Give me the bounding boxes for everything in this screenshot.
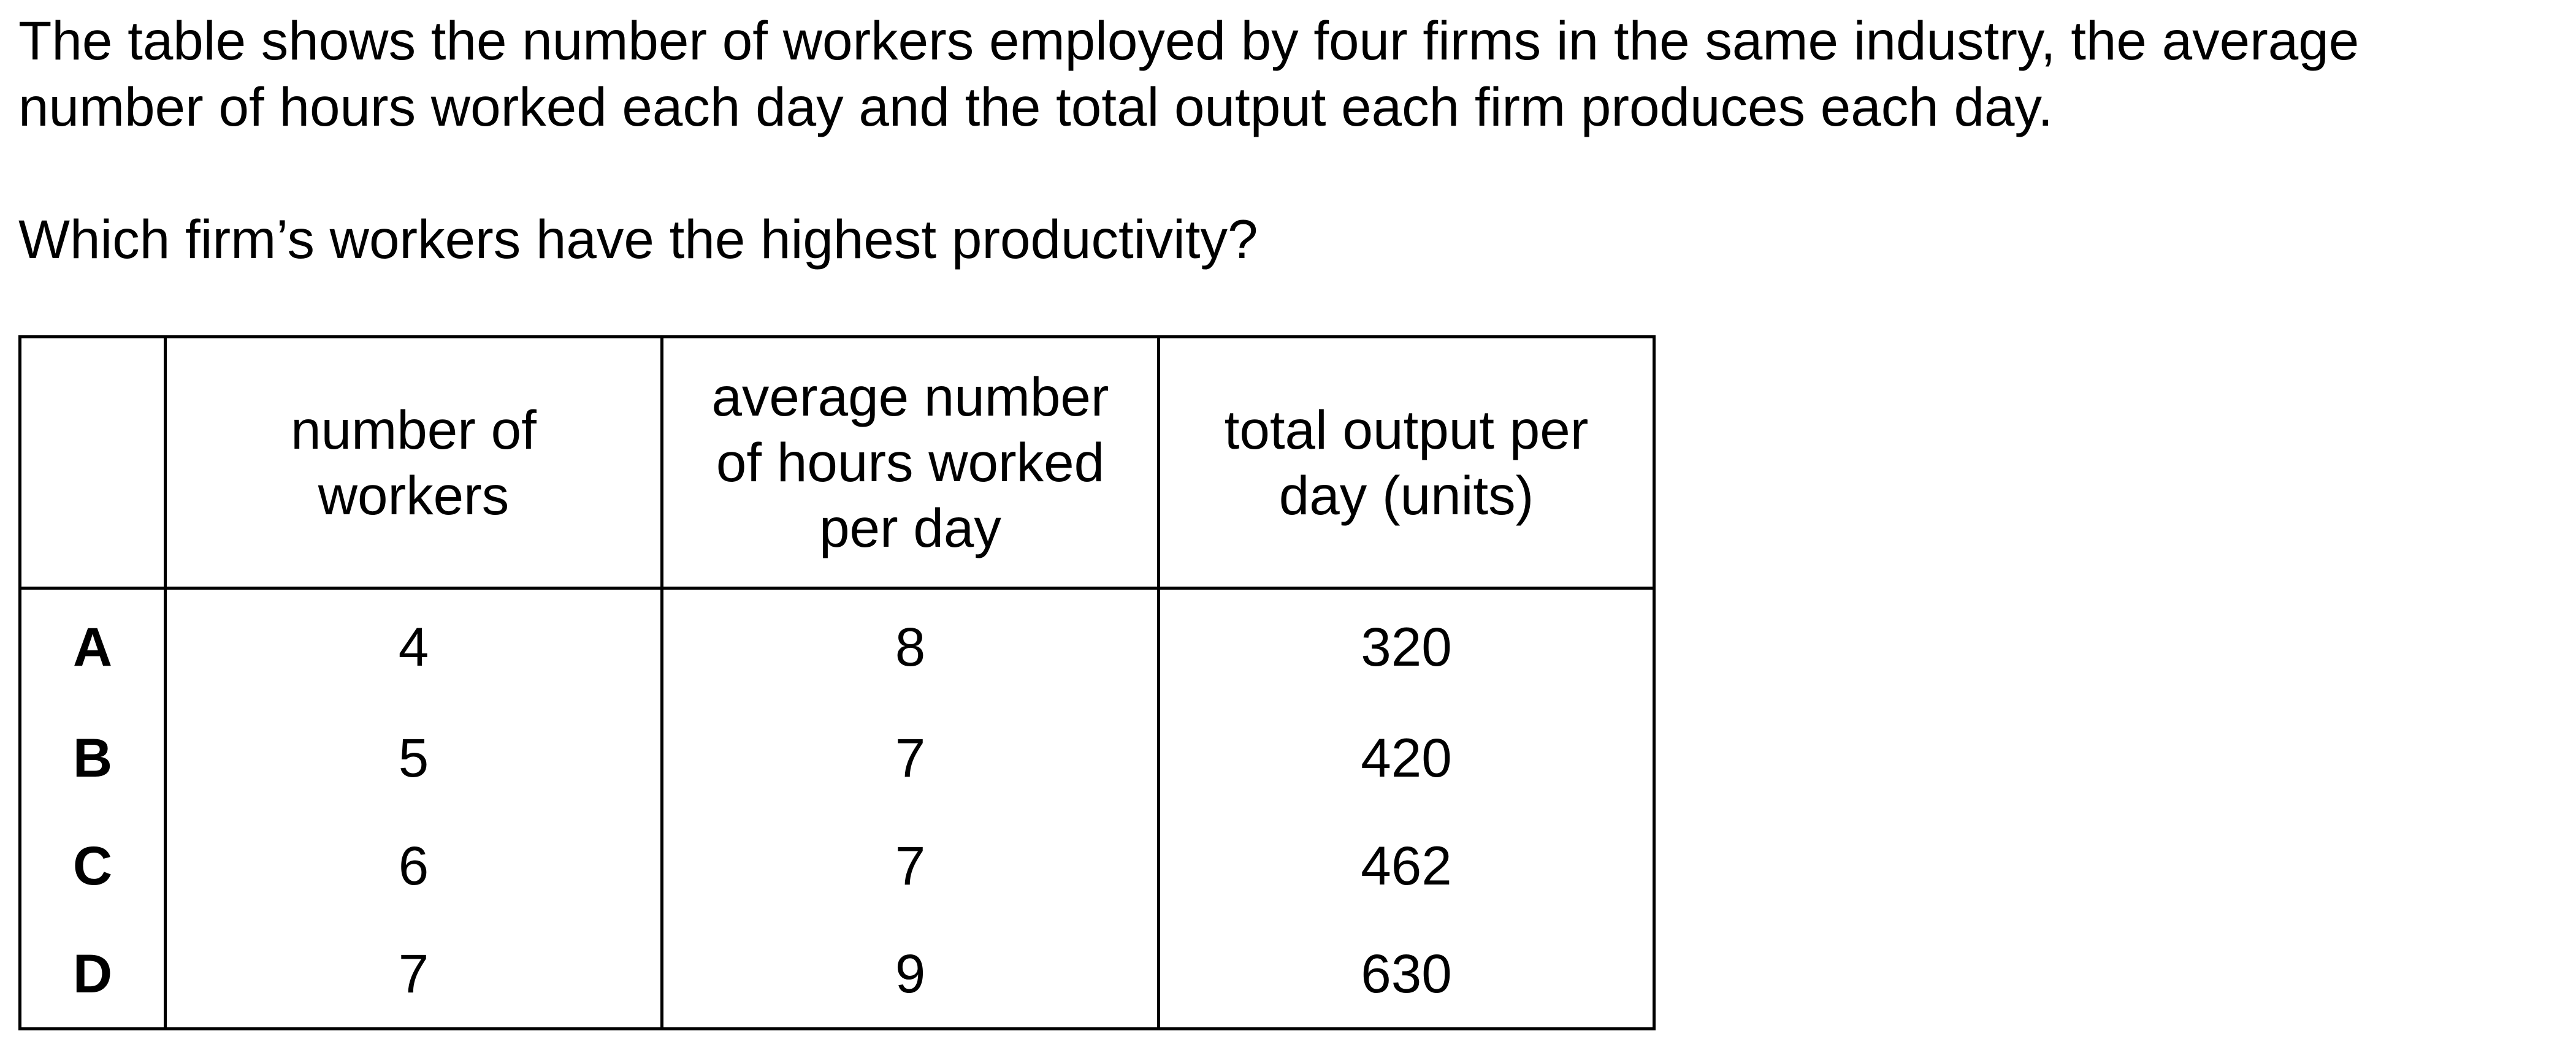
workers-cell: 7: [164, 919, 663, 1029]
header-average-hours-text: average number of hours worked per day: [711, 366, 1109, 558]
table-row: D 7 9 630: [18, 919, 1656, 1029]
header-empty: [18, 337, 167, 590]
table-row: C 6 7 462: [18, 812, 1656, 919]
table-row: B 5 7 420: [18, 704, 1656, 812]
question-stem: The table shows the number of workers em…: [18, 10, 2360, 137]
output-cell: 462: [1157, 812, 1656, 919]
firm-label: C: [18, 812, 167, 919]
header-average-hours: average number of hours worked per day: [660, 337, 1160, 590]
firms-table: number of workers average number of hour…: [18, 335, 1656, 1030]
header-total-output-text: total output per day (units): [1224, 398, 1589, 526]
hours-cell: 8: [660, 588, 1160, 704]
table-header-row: number of workers average number of hour…: [18, 337, 1656, 590]
hours-cell: 7: [660, 812, 1160, 919]
output-cell: 320: [1157, 588, 1656, 704]
firm-label: D: [18, 919, 167, 1029]
question: The table shows the number of workers em…: [18, 7, 2532, 272]
workers-cell: 4: [164, 588, 663, 704]
hours-cell: 7: [660, 704, 1160, 812]
firm-label: A: [18, 588, 167, 704]
header-total-output: total output per day (units): [1157, 337, 1656, 590]
header-number-of-workers-text: number of workers: [291, 398, 537, 526]
output-cell: 420: [1157, 704, 1656, 812]
output-cell: 630: [1157, 919, 1656, 1029]
question-prompt: Which firm’s workers have the highest pr…: [18, 208, 1258, 270]
table-row: A 4 8 320: [18, 588, 1656, 704]
firm-label: B: [18, 704, 167, 812]
workers-cell: 5: [164, 704, 663, 812]
workers-cell: 6: [164, 812, 663, 919]
hours-cell: 9: [660, 919, 1160, 1029]
header-number-of-workers: number of workers: [164, 337, 663, 590]
